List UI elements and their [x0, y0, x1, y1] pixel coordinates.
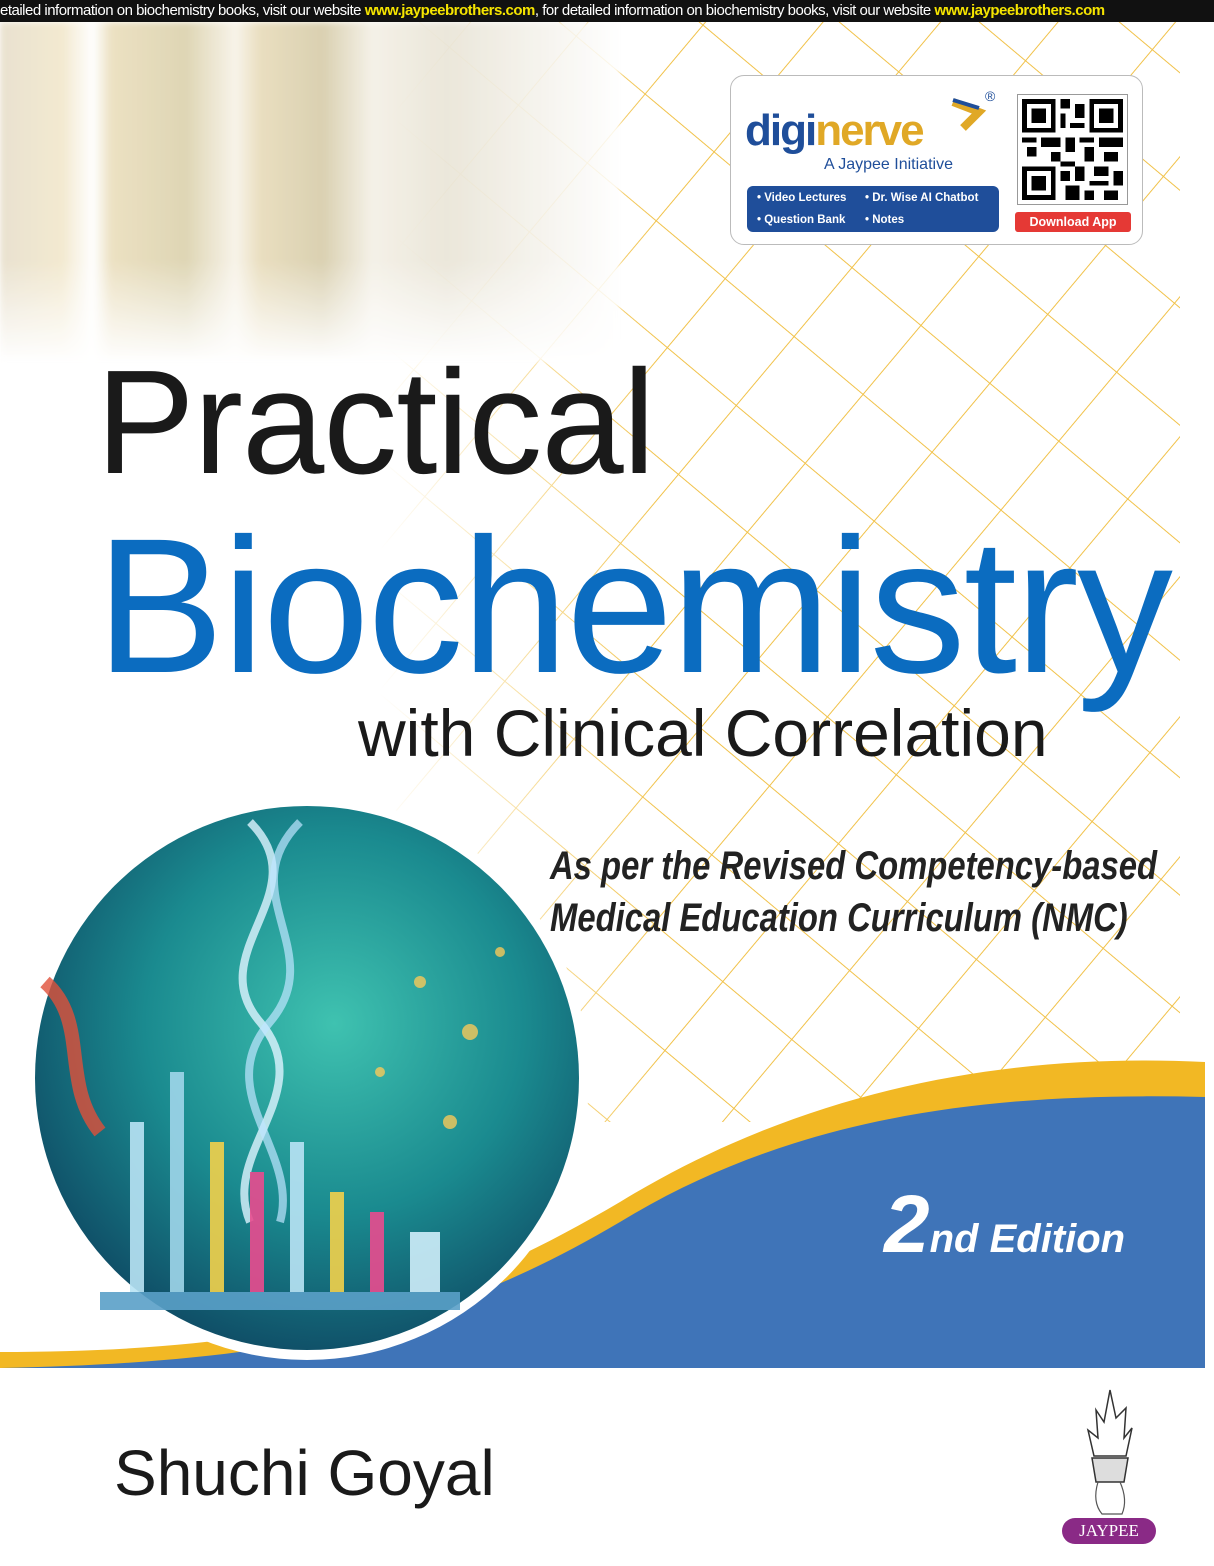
website-link[interactable]: www.jaypeebrothers.com — [364, 2, 536, 19]
banner-text: , for detailed information on biochemist… — [534, 2, 935, 19]
subtitle-line-2: Medical Education Curriculum (NMC) — [550, 896, 1128, 940]
website-link[interactable]: www.jaypeebrothers.com — [934, 2, 1105, 19]
diginerve-logo: diginerve — [745, 106, 925, 156]
title-line-2: Biochemistry — [96, 498, 1173, 713]
publisher-logo: JAYPEE — [1062, 1518, 1156, 1544]
tagline: A Jaypee Initiative — [824, 156, 953, 173]
download-app-button[interactable]: Download App — [1015, 212, 1131, 232]
edition-label: 2nd Edition — [884, 1178, 1125, 1272]
title-line-1: Practical — [96, 340, 656, 505]
feature-item: • Question Bank — [757, 213, 846, 226]
qr-code[interactable] — [1017, 94, 1128, 205]
edition-suffix: nd Edition — [929, 1217, 1126, 1261]
logo-text-nerve: nerve — [815, 106, 924, 155]
feature-item: • Video Lectures — [757, 192, 847, 204]
author-name: Shuchi Goyal — [114, 1437, 495, 1509]
title-line-3: with Clinical Correlation — [358, 696, 1048, 770]
edition-number: 2 — [884, 1179, 930, 1270]
logo-text-digi: digi — [745, 106, 817, 155]
feature-list: • Video Lectures • Dr. Wise AI Chatbot •… — [747, 186, 999, 232]
subtitle-line-1: As per the Revised Competency-based — [550, 844, 1157, 888]
science-image-circle — [25, 796, 589, 1360]
diginerve-chevron-icon — [951, 98, 987, 131]
blue-band — [0, 1096, 1205, 1368]
test-tubes-photo — [0, 22, 620, 362]
torch-logo-icon — [1086, 1389, 1133, 1515]
feature-item: • Dr. Wise AI Chatbot — [865, 192, 979, 204]
registered-mark: ® — [985, 88, 996, 104]
feature-item: • Notes — [865, 213, 905, 226]
diginerve-promo-card: diginerve ® A Jaypee Initiative • Video … — [730, 75, 1143, 245]
banner-text: etailed information on biochemistry book… — [0, 2, 365, 19]
subtitle: As per the Revised Competency-based Medi… — [550, 840, 1157, 944]
website-banner: etailed information on biochemistry book… — [0, 0, 1214, 22]
